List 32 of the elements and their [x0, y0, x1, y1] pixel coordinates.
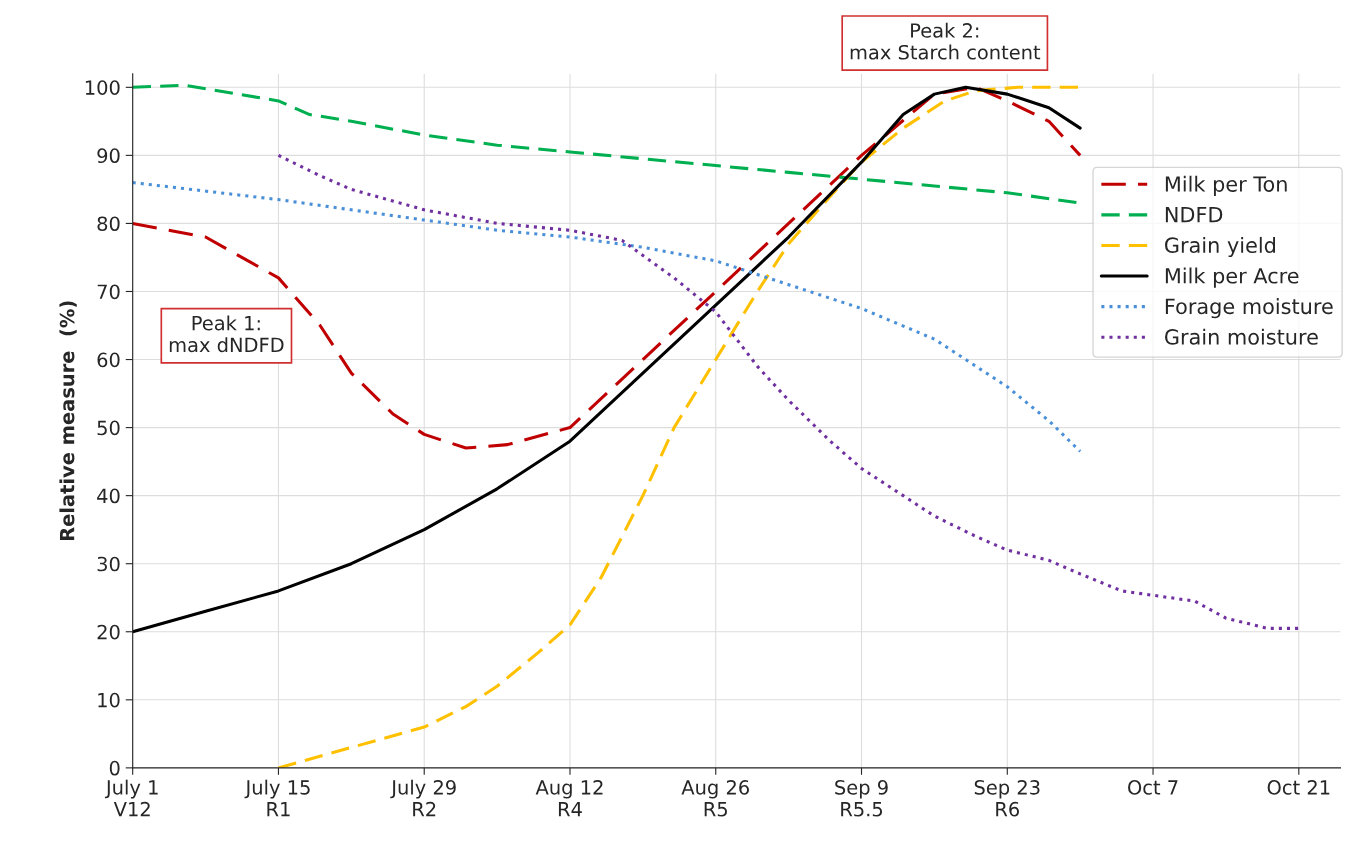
- x-tick-label: Oct 7: [1128, 780, 1178, 795]
- x-tick-label: Sep 23 R6: [974, 780, 1040, 817]
- x-tick-label: July 29 R2: [390, 779, 456, 817]
- x-tick-label: July 15 R1: [244, 779, 310, 817]
- y-tick-label: 60: [97, 352, 120, 368]
- y-tick-label: 10: [98, 692, 120, 708]
- x-tick-label: July 1 V12: [104, 779, 158, 817]
- y-tick-label: 70: [97, 284, 120, 300]
- legend-label: NDFD: [1165, 206, 1223, 223]
- y-tick-label: 0: [109, 760, 120, 776]
- y-tick-label: 20: [97, 624, 120, 640]
- y-axis-title: Relative measure (%): [59, 301, 77, 541]
- y-tick-label: 50: [97, 420, 120, 436]
- y-tick-label: 80: [97, 216, 120, 232]
- legend-label: Milk per Acre: [1165, 267, 1299, 288]
- y-tick-label: 30: [97, 556, 120, 572]
- y-tick-label: 40: [97, 488, 120, 504]
- line-series: [132, 85, 1082, 450]
- legend-label: Grain moisture: [1165, 328, 1318, 345]
- legend-label: Forage moisture: [1165, 298, 1333, 319]
- x-tick-label: Oct 21: [1267, 780, 1330, 795]
- y-tick-label: 90: [97, 148, 120, 164]
- legend-label: Milk per Ton: [1165, 175, 1287, 196]
- text: Peak 2: max Starch content: [850, 22, 1041, 60]
- line-series: [132, 181, 1082, 453]
- annotation: Peak 1: max dNDFD: [169, 315, 284, 353]
- y-tick-label: 100: [85, 80, 120, 95]
- legend-label: Grain yield: [1165, 236, 1275, 258]
- x-tick-label: Aug 12 R4: [535, 780, 603, 817]
- line-series: [132, 85, 1082, 634]
- x-tick-label: Aug 26 R5: [681, 780, 749, 817]
- x-tick-label: Sep 9 R5.5: [835, 780, 888, 817]
